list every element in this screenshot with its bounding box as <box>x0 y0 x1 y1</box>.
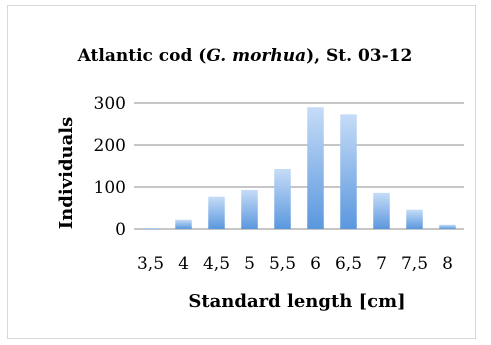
y-axis-title: Individuals <box>56 117 77 230</box>
bar-7,5 <box>406 209 423 229</box>
chart-title-part-0: Atlantic cod ( <box>77 46 207 66</box>
x-tick-label-6: 6 <box>310 254 321 274</box>
bar-3,5 <box>142 228 159 229</box>
bar-8 <box>439 224 456 229</box>
x-tick-label-4,5: 4,5 <box>203 254 230 274</box>
bar-4,5 <box>208 196 225 229</box>
bar-5,5 <box>274 168 291 229</box>
bar-7 <box>373 192 390 229</box>
x-tick-labels: 3,5 4 4,5 5 5,5 6 6,5 7 7,5 8 <box>137 254 453 274</box>
x-tick-label-7,5: 7,5 <box>401 254 428 274</box>
x-axis-title: Standard length [cm] <box>188 291 405 312</box>
x-tick-label-7: 7 <box>376 254 387 274</box>
bar-4 <box>175 219 192 229</box>
x-tick-label-5,5: 5,5 <box>269 254 296 274</box>
chart-title-part-2: ), St. 03-12 <box>306 46 412 66</box>
y-tick-label-100: 100 <box>94 178 126 198</box>
x-tick-label-6,5: 6,5 <box>335 254 362 274</box>
bar-6,5 <box>340 114 357 229</box>
bars <box>142 107 456 229</box>
x-tick-label-4: 4 <box>178 254 189 274</box>
x-tick-label-5: 5 <box>244 254 255 274</box>
bar-5 <box>241 189 258 229</box>
chart-title-part-1: G. morhua <box>206 46 306 66</box>
x-tick-label-8: 8 <box>442 254 453 274</box>
chart-title: Atlantic cod (G. morhua), St. 03-12 <box>77 46 413 66</box>
y-tick-label-300: 300 <box>94 94 126 114</box>
y-tick-label-0: 0 <box>115 220 126 240</box>
x-tick-label-3,5: 3,5 <box>137 254 164 274</box>
bar-6 <box>307 107 324 229</box>
y-tick-label-200: 200 <box>94 136 126 156</box>
y-tick-labels: 0 100 200 300 <box>94 94 126 240</box>
chart-frame <box>7 5 476 339</box>
